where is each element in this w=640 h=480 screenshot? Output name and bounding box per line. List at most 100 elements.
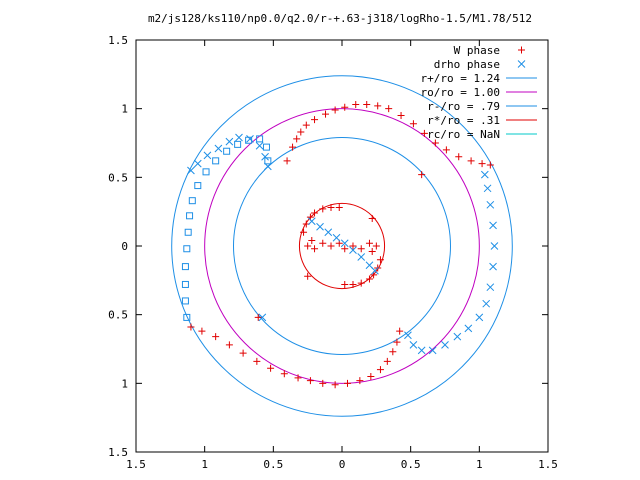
- data-point: [365, 275, 373, 283]
- data-point: [489, 262, 497, 271]
- data-point: [181, 297, 189, 305]
- data-points: [181, 101, 499, 389]
- data-point: [383, 357, 391, 365]
- data-point: [187, 166, 195, 175]
- legend-label: W phase: [454, 44, 500, 57]
- y-tick-label: 1.5: [108, 446, 128, 459]
- data-point: [349, 242, 357, 250]
- reference-circles: [171, 75, 513, 417]
- data-point: [356, 377, 364, 385]
- data-point: [289, 143, 297, 151]
- data-point: [365, 239, 373, 247]
- x-tick-label: 0: [339, 458, 346, 471]
- data-point: [184, 228, 192, 236]
- data-point: [376, 256, 384, 264]
- data-point: [225, 137, 234, 146]
- data-point: [368, 215, 376, 223]
- data-point: [280, 370, 288, 378]
- data-point: [393, 338, 401, 346]
- data-point: [264, 157, 272, 165]
- data-point: [332, 233, 341, 242]
- legend-label: r-/ro = .79: [427, 100, 500, 113]
- legend-label: r*/ro = .31: [427, 114, 500, 127]
- x-tick-label: 0.5: [263, 458, 283, 471]
- data-point: [294, 374, 302, 382]
- data-point: [194, 182, 202, 190]
- data-point: [212, 157, 220, 165]
- data-point: [397, 112, 405, 120]
- data-point: [225, 341, 233, 349]
- data-point: [349, 246, 357, 254]
- data-point: [327, 204, 335, 212]
- data-point: [389, 348, 397, 356]
- data-point: [420, 129, 428, 137]
- data-point: [483, 184, 492, 193]
- data-point: [385, 105, 393, 113]
- data-point: [467, 157, 475, 165]
- data-point: [376, 366, 384, 374]
- data-point: [374, 102, 382, 110]
- data-point: [253, 357, 261, 365]
- data-point: [203, 151, 212, 160]
- data-point: [302, 121, 310, 129]
- data-point: [404, 331, 412, 340]
- data-point: [183, 245, 191, 253]
- data-point: [431, 139, 439, 147]
- data-point: [235, 133, 243, 142]
- data-point: [489, 221, 497, 230]
- data-point: [322, 110, 330, 118]
- data-point: [442, 146, 450, 154]
- data-point: [239, 349, 247, 357]
- data-point: [464, 324, 473, 333]
- data-point: [368, 247, 376, 255]
- data-point: [188, 197, 196, 205]
- data-point: [490, 242, 499, 250]
- data-point: [245, 136, 253, 144]
- data-point: [357, 245, 365, 253]
- legend-marker: [518, 46, 525, 54]
- legend-label: drho phase: [434, 58, 500, 71]
- data-point: [324, 228, 333, 237]
- x-tick-label: 1.5: [126, 458, 146, 471]
- legend-label: ro/ro = 1.00: [421, 86, 500, 99]
- data-point: [441, 341, 449, 349]
- data-point: [304, 272, 312, 280]
- y-tick-label: 0: [121, 240, 128, 253]
- data-point: [341, 280, 349, 288]
- data-point: [186, 212, 194, 220]
- data-point: [316, 222, 324, 231]
- data-point: [304, 242, 312, 250]
- data-point: [327, 242, 335, 250]
- data-point: [246, 135, 254, 143]
- data-point: [181, 263, 189, 271]
- data-point: [409, 341, 418, 349]
- reference-circle: [171, 75, 513, 417]
- data-point: [455, 153, 463, 161]
- data-point: [343, 379, 351, 387]
- data-point: [486, 161, 494, 169]
- data-point: [367, 372, 375, 380]
- data-point: [181, 280, 189, 288]
- reference-circle: [298, 202, 386, 290]
- data-point: [331, 381, 339, 389]
- data-point: [372, 242, 380, 250]
- data-point: [480, 170, 489, 179]
- data-point: [311, 245, 319, 253]
- data-point: [307, 217, 316, 226]
- data-point: [254, 313, 262, 321]
- data-point: [187, 323, 195, 331]
- x-tick-label: 1.5: [538, 458, 558, 471]
- data-point: [349, 280, 357, 288]
- data-point: [202, 168, 210, 176]
- data-point: [293, 135, 301, 143]
- y-tick-label: 1: [121, 377, 128, 390]
- x-tick-label: 1: [476, 458, 483, 471]
- data-point: [478, 160, 486, 168]
- data-point: [283, 157, 291, 165]
- data-point: [341, 103, 349, 111]
- data-point: [256, 135, 264, 143]
- data-point: [297, 128, 305, 136]
- data-point: [319, 205, 327, 213]
- data-point: [335, 204, 343, 212]
